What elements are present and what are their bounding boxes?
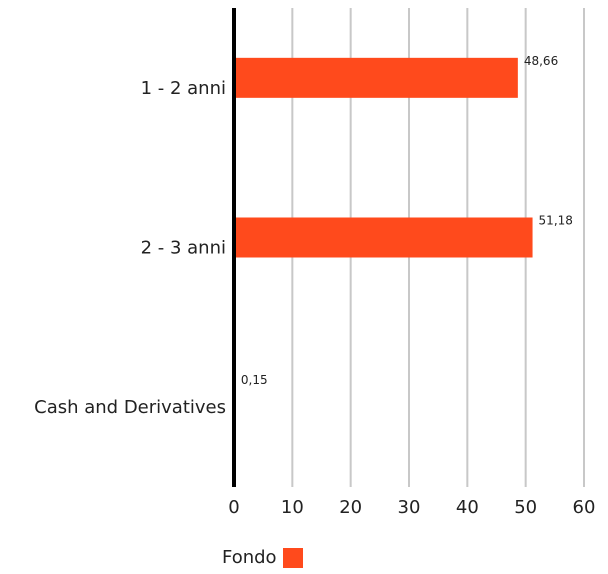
x-tick-label: 40 xyxy=(456,497,479,518)
category-label: 1 - 2 anni xyxy=(141,78,226,99)
x-tick-label: 30 xyxy=(398,497,421,518)
x-tick-label: 60 xyxy=(573,497,596,518)
bars xyxy=(234,57,533,418)
x-tick-label: 50 xyxy=(514,497,537,518)
data-label: 51,18 xyxy=(539,214,573,228)
labels: 0 10 20 30 40 50 60 1 - 2 anni 48,66 2 - 3 anni 51… xyxy=(34,54,595,518)
data-label: 48,66 xyxy=(524,54,558,68)
bar xyxy=(234,217,533,258)
legend: Fondo xyxy=(222,547,303,568)
x-tick-label: 0 xyxy=(228,497,239,518)
legend-swatch xyxy=(282,547,303,568)
category-label: 2 - 3 anni xyxy=(141,238,226,259)
legend-label: Fondo xyxy=(222,547,277,568)
category-label: Cash and Derivatives xyxy=(34,397,226,418)
bar xyxy=(234,57,518,98)
x-tick-label: 10 xyxy=(281,497,304,518)
data-label: 0,15 xyxy=(241,373,268,387)
x-tick-label: 20 xyxy=(339,497,362,518)
